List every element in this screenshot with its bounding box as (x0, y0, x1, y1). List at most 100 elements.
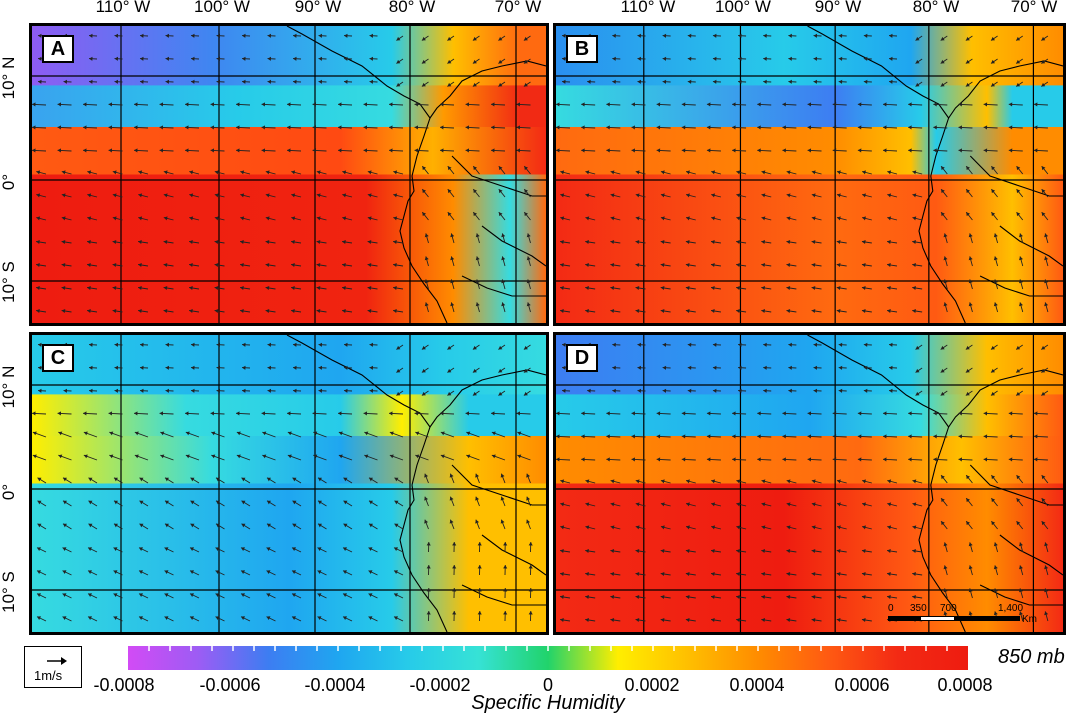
wind-vector-head (706, 411, 711, 416)
wind-vector-head (560, 193, 565, 198)
wind-vector-head (943, 542, 948, 547)
wind-vector-head (89, 388, 93, 393)
wind-vector-head (242, 33, 246, 38)
wind-vector-head (447, 36, 452, 41)
lon-label-4-left: 70° W (494, 0, 542, 16)
wind-vector-head (761, 525, 766, 530)
wind-vector-head (138, 547, 143, 551)
wind-vector-head (706, 434, 711, 439)
wind-vector-head (610, 479, 615, 484)
wind-vector-head (313, 454, 318, 459)
coastline (451, 155, 546, 197)
wind-vector-head (214, 239, 219, 245)
wind-vector-head (516, 102, 521, 107)
wind-vector-head (786, 548, 791, 554)
wind-vector-head (991, 521, 996, 526)
wind-vector-head (363, 411, 368, 416)
wind-vector-head (993, 302, 998, 307)
wind-vector-head (712, 365, 717, 370)
wind-vector-head (210, 102, 215, 107)
wind-vector-head (711, 262, 715, 268)
wind-vector-head (450, 233, 455, 238)
wind-vector-head (1019, 565, 1023, 570)
lat-label-2-lower: 10° S (0, 571, 18, 613)
wind-vector-head (61, 308, 66, 314)
wind-vector-head (447, 345, 452, 350)
wind-vector-head (466, 431, 471, 436)
colorbar-tick-1: -0.0006 (199, 675, 261, 695)
wind-vector-head (83, 454, 88, 459)
wind-vector-head (736, 548, 740, 554)
wind-vector-head (160, 431, 165, 436)
wind-vector-head (114, 56, 119, 61)
wind-vector-head (958, 434, 962, 439)
wind-vector-head (32, 411, 36, 416)
scale-tick-3: 1,400 (998, 603, 1024, 614)
wind-vector-head (631, 434, 636, 439)
wind-vector-head (424, 496, 429, 501)
wind-vector-head (112, 170, 117, 175)
wind-vector-head (685, 262, 690, 268)
wind-vector-head (786, 239, 791, 245)
wind-vector-head (610, 170, 615, 175)
wind-vector-head (912, 308, 916, 314)
coastline (461, 275, 546, 297)
wind-vector-head (732, 457, 736, 462)
wind-vector-head (369, 33, 374, 38)
wind-vector-head (316, 285, 321, 291)
wind-vector-head (424, 279, 429, 284)
colorbar-title: Specific Humidity (471, 692, 625, 714)
lon-label-2-right: 90° W (814, 0, 862, 16)
wind-vector-head (318, 388, 323, 393)
wind-vector-head (660, 170, 665, 175)
wind-vector-head (83, 148, 87, 153)
wind-vector-head (587, 388, 591, 393)
wind-vector-head (163, 193, 168, 198)
wind-vector-head (912, 193, 917, 198)
wind-vector-head (908, 125, 912, 130)
wind-vector-head (832, 457, 837, 462)
wind-vector-head (1033, 434, 1038, 439)
wind-vector-head (786, 170, 791, 175)
wind-vector-head (807, 457, 812, 462)
wind-vector-head (581, 102, 585, 107)
wind-vector-head (968, 256, 973, 261)
wind-vector-head (635, 308, 640, 314)
wind-vector-head (210, 125, 215, 130)
wind-vector-head (38, 365, 42, 370)
wind-vector-head (761, 308, 766, 314)
wind-vector-head (562, 365, 566, 370)
wind-vector-head (606, 434, 610, 439)
wind-vector-head (523, 345, 528, 350)
wind-vector-head (342, 262, 346, 268)
wind-vector-head (318, 342, 323, 347)
wind-vector-head (857, 411, 862, 416)
wind-vector-head (396, 36, 401, 41)
wind-vector-head (393, 170, 398, 175)
wind-vector-head (477, 611, 482, 615)
wind-vector-head (414, 102, 419, 107)
wind-vector-head (528, 542, 533, 546)
wind-vector-head (941, 498, 945, 503)
wind-vector-head (912, 594, 916, 600)
wind-vector-head (36, 547, 41, 551)
wind-vector-head (440, 102, 444, 107)
wind-vector-head (686, 170, 690, 175)
wind-vector-head (138, 308, 142, 314)
wind-vector-head (210, 411, 215, 416)
wind-vector-head (811, 262, 816, 268)
wind-vector-head (472, 391, 477, 396)
wind-vector-head (89, 79, 93, 84)
wind-vector-head (287, 102, 291, 107)
wind-vector-head (711, 502, 716, 507)
wind-vector-head (863, 342, 868, 347)
wind-vector-head (109, 454, 114, 459)
wind-vector-head (788, 56, 792, 61)
wind-vector-head (503, 588, 508, 592)
wind-vector-head (242, 388, 246, 393)
wind-vector-head (415, 431, 420, 436)
wind-vector-head (240, 593, 245, 597)
wind-vector-head (908, 102, 912, 107)
coastline (979, 275, 1063, 297)
wind-vector-head (711, 285, 715, 291)
